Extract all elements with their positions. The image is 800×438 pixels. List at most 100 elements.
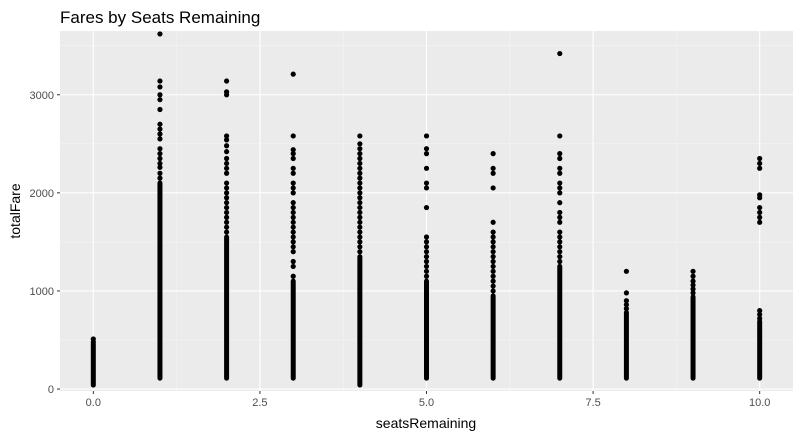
- data-point: [223, 160, 230, 167]
- y-axis-ticks: 0 1000 2000 3000: [30, 90, 60, 396]
- data-point: [290, 165, 296, 171]
- data-point: [423, 244, 430, 250]
- data-point: [357, 170, 363, 176]
- data-point: [357, 195, 363, 201]
- y-tick-label: 1000: [30, 286, 54, 298]
- data-point: [690, 286, 696, 292]
- data-point: [357, 244, 363, 250]
- data-point: [557, 190, 563, 196]
- data-point: [490, 219, 496, 225]
- data-point: [757, 204, 763, 211]
- data-point: [557, 155, 563, 162]
- data-point: [490, 254, 496, 260]
- data-point: [223, 200, 230, 206]
- data-point: [490, 151, 496, 157]
- data-point: [290, 200, 296, 206]
- data-point: [490, 273, 496, 279]
- data-point: [290, 249, 296, 255]
- data-point: [423, 249, 430, 255]
- data-point: [623, 290, 630, 296]
- data-point: [157, 126, 163, 132]
- data-point: [290, 273, 296, 279]
- data-point: [490, 229, 496, 235]
- data-point: [157, 136, 163, 142]
- data-point: [223, 204, 230, 211]
- data-point: [557, 234, 563, 240]
- data-point: [157, 170, 163, 176]
- data-point: [290, 239, 296, 245]
- data-point: [357, 190, 363, 196]
- data-point: [557, 249, 563, 255]
- data-point: [623, 268, 630, 274]
- data-point: [490, 244, 496, 250]
- data-point: [423, 204, 430, 211]
- data-point: [357, 160, 363, 167]
- data-point: [557, 170, 563, 176]
- data-point: [223, 180, 230, 186]
- data-point: [357, 209, 363, 216]
- data-point: [490, 263, 496, 270]
- data-point: [290, 219, 296, 225]
- data-point: [290, 263, 296, 270]
- x-tick-label: 0.0: [86, 397, 101, 409]
- data-point: [423, 273, 430, 279]
- data-point: [290, 185, 296, 191]
- data-point: [157, 97, 163, 103]
- data-point: [690, 278, 696, 284]
- data-point: [290, 180, 296, 186]
- data-point: [357, 141, 363, 147]
- data-point: [557, 254, 563, 260]
- data-point: [357, 229, 363, 235]
- data-point: [290, 214, 296, 220]
- data-point: [557, 180, 563, 186]
- data-point: [757, 192, 763, 198]
- data-point: [290, 170, 296, 176]
- x-tick-label: 2.5: [252, 397, 267, 409]
- x-tick-label: 10.0: [749, 397, 770, 409]
- data-point: [357, 200, 363, 206]
- data-point: [423, 151, 430, 157]
- data-point: [157, 151, 163, 157]
- data-point: [423, 234, 430, 240]
- data-point: [423, 268, 430, 274]
- data-point: [357, 146, 363, 152]
- data-point: [223, 149, 230, 155]
- data-point: [223, 155, 230, 162]
- data-point: [157, 175, 163, 181]
- y-axis-label: totalFare: [7, 183, 23, 238]
- chart-title: Fares by Seats Remaining: [60, 8, 260, 27]
- x-tick-label: 5.0: [419, 397, 434, 409]
- data-point: [757, 214, 763, 220]
- data-point: [90, 336, 96, 342]
- data-point: [223, 229, 230, 235]
- data-point: [357, 185, 363, 191]
- data-point: [357, 133, 363, 139]
- data-point: [157, 92, 163, 98]
- data-point: [357, 234, 363, 240]
- data-point: [557, 219, 563, 225]
- data-point: [223, 137, 230, 143]
- data-point: [290, 151, 296, 157]
- data-point: [557, 165, 563, 171]
- data-point: [223, 165, 230, 171]
- data-point: [223, 78, 230, 84]
- data-point: [557, 229, 563, 235]
- data-point: [223, 143, 230, 149]
- data-point: [290, 204, 296, 211]
- data-point: [157, 84, 163, 90]
- data-point: [490, 239, 496, 245]
- data-point: [223, 170, 230, 176]
- data-point: [223, 195, 230, 201]
- data-point: [290, 244, 296, 250]
- data-point: [423, 258, 430, 265]
- data-point: [490, 165, 496, 171]
- data-point: [357, 204, 363, 211]
- data-point: [223, 219, 230, 225]
- data-point: [557, 258, 563, 265]
- data-point: [623, 306, 630, 312]
- data-point: [223, 190, 230, 196]
- data-point: [290, 229, 296, 235]
- data-point: [490, 268, 496, 274]
- data-point: [490, 170, 496, 176]
- y-tick-label: 0: [48, 384, 54, 396]
